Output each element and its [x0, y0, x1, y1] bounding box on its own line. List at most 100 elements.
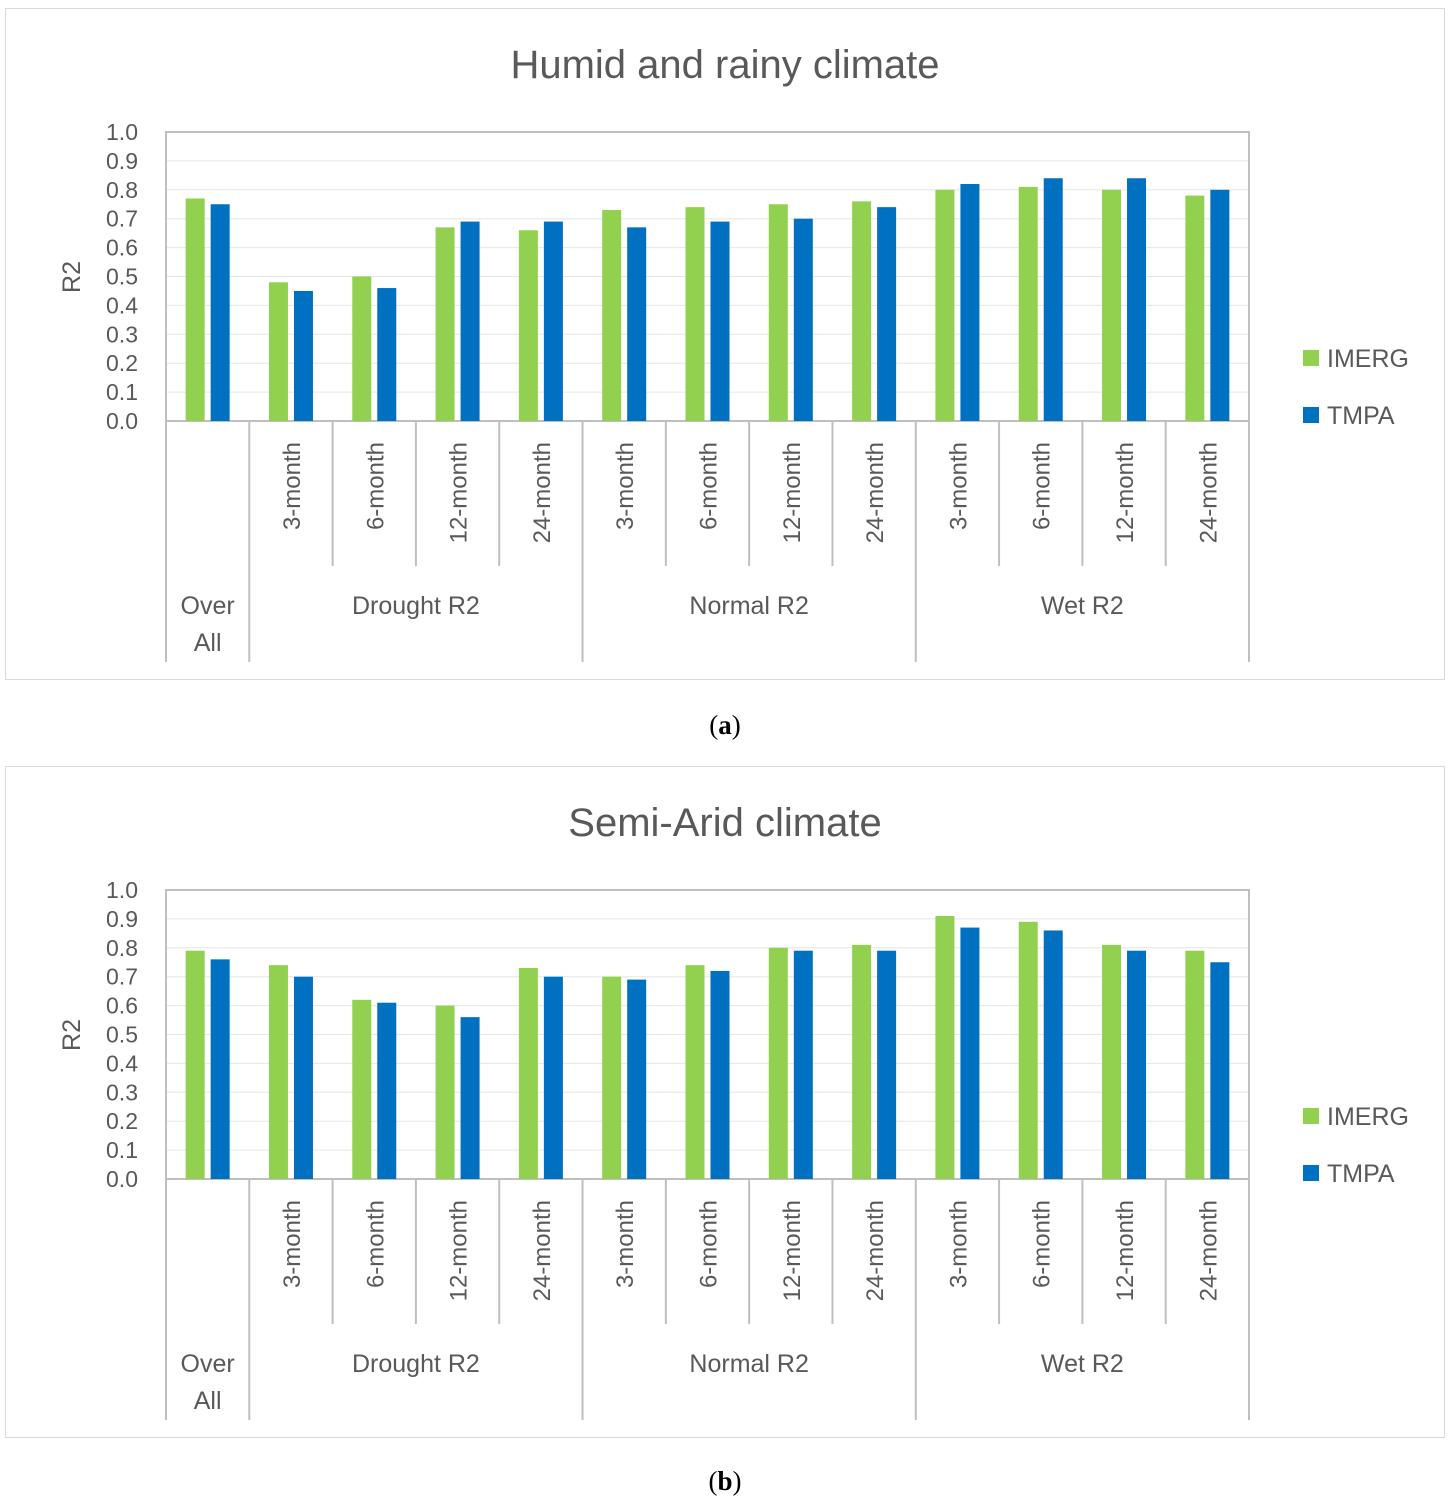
x-category-label: 6-month: [362, 442, 389, 530]
x-category-label: 12-month: [779, 1200, 806, 1301]
chart-semi-arid: Semi-Arid climate 0.0 0.1 0.2 0.3 0.40.5 0.6 0.…: [5, 766, 1445, 1438]
y-tick-label: 0.6: [106, 235, 138, 261]
legend-label-tmpa: TMPA: [1327, 402, 1395, 430]
bar-tmpa-1: [293, 290, 313, 421]
x-category-label: 12-month: [446, 1200, 473, 1301]
legend-swatch-tmpa: [1303, 1165, 1319, 1181]
y-axis-label: R2: [58, 1019, 86, 1051]
bar-tmpa-2: [377, 1002, 397, 1179]
bar-tmpa-7: [793, 218, 813, 421]
chart-humid-rainy: Humid and rainy climate0.00.10.20.30.40.…: [5, 8, 1445, 680]
bar-imerg-4: [518, 230, 538, 421]
x-category-label: 12-month: [1112, 442, 1139, 543]
x-category-label: 3-month: [612, 442, 639, 530]
bar-tmpa-3: [460, 1017, 480, 1179]
x-category-label: 12-month: [779, 442, 806, 543]
x-category-label: 3-month: [612, 1200, 639, 1288]
y-axis-label: R2: [58, 261, 86, 293]
y-tick-label: 1.0: [106, 877, 138, 903]
bar-tmpa-4: [543, 976, 563, 1179]
x-category-label: 6-month: [696, 1200, 723, 1288]
x-group-label: Over: [181, 592, 235, 620]
bar-tmpa-2: [377, 288, 397, 421]
bar-tmpa-8: [877, 950, 897, 1179]
legend-swatch-tmpa: [1303, 407, 1319, 423]
bar-imerg-0: [185, 198, 205, 421]
bar-tmpa-6: [710, 221, 730, 421]
y-tick-label: 0.1: [106, 379, 138, 405]
bar-imerg-9: [935, 189, 955, 421]
x-category-label: 24-month: [1195, 442, 1222, 543]
y-tick-label: 0.9: [106, 148, 138, 174]
bar-tmpa-12: [1210, 962, 1230, 1179]
caption-a: (a): [709, 710, 741, 740]
legend-label-imerg: IMERG: [1327, 345, 1409, 373]
x-category-label: 3-month: [945, 442, 972, 530]
bar-tmpa-0: [210, 204, 230, 421]
y-tick-label: 0.9: [106, 906, 138, 932]
x-category-label: 24-month: [862, 442, 889, 543]
y-tick-label: 0.4: [106, 292, 138, 318]
y-tick-label: 0.0: [106, 1166, 138, 1192]
y-tick-label: 0.0: [106, 408, 138, 434]
bar-tmpa-9: [960, 184, 980, 421]
bar-tmpa-10: [1043, 178, 1063, 421]
legend-label-tmpa: TMPA: [1327, 1160, 1395, 1188]
bar-tmpa-5: [627, 979, 647, 1179]
x-category-label: 6-month: [362, 1200, 389, 1288]
legend-label-imerg: IMERG: [1327, 1103, 1409, 1131]
bar-tmpa-3: [460, 221, 480, 421]
legend-swatch-imerg: [1303, 350, 1319, 366]
y-tick-label: 0.5: [106, 264, 138, 290]
chart-title: Semi-Arid climate: [568, 801, 881, 845]
bar-imerg-4: [518, 968, 538, 1179]
legend-swatch-imerg: [1303, 1108, 1319, 1124]
y-tick-label: 0.7: [106, 206, 138, 232]
y-tick-label: 0.2: [106, 1108, 138, 1134]
bar-imerg-2: [352, 999, 372, 1179]
y-tick-label: 0.4: [106, 1050, 138, 1076]
y-tick-label: 1.0: [106, 119, 138, 145]
y-tick-label: 0.3: [106, 321, 138, 347]
x-group-label: Drought R2: [352, 592, 480, 620]
x-category-label: 12-month: [1112, 1200, 1139, 1301]
x-category-label: 3-month: [945, 1200, 972, 1288]
bar-tmpa-11: [1127, 950, 1147, 1179]
x-group-label: Over: [181, 1350, 235, 1378]
x-category-label: 24-month: [529, 1200, 556, 1301]
x-category-label: 24-month: [529, 442, 556, 543]
bar-tmpa-1: [293, 976, 313, 1179]
bar-imerg-3: [435, 227, 455, 421]
bar-imerg-10: [1018, 921, 1038, 1179]
y-tick-label: 0.1: [106, 1137, 138, 1163]
x-group-label: Normal R2: [689, 592, 808, 620]
plot-area-border: [165, 131, 1250, 422]
bar-tmpa-8: [877, 207, 897, 421]
bar-imerg-3: [435, 1005, 455, 1179]
x-category-label: 6-month: [696, 442, 723, 530]
bar-imerg-5: [602, 976, 622, 1179]
x-group-label: Drought R2: [352, 1350, 480, 1378]
plot-area-border: [165, 889, 1250, 1180]
bar-tmpa-10: [1043, 930, 1063, 1179]
y-tick-label: 0.5: [106, 1022, 138, 1048]
bar-imerg-11: [1102, 189, 1122, 421]
bar-imerg-8: [852, 944, 872, 1179]
y-tick-label: 0.2: [106, 350, 138, 376]
x-category-label: 3-month: [279, 1200, 306, 1288]
caption-b: (b): [708, 1466, 742, 1496]
y-tick-label: 0.8: [106, 177, 138, 203]
bar-imerg-1: [268, 282, 288, 421]
y-tick-label: 0.6: [106, 993, 138, 1019]
bar-imerg-10: [1018, 186, 1038, 421]
x-category-label: 24-month: [1195, 1200, 1222, 1301]
bar-imerg-2: [352, 276, 372, 421]
bar-imerg-12: [1185, 195, 1205, 421]
bar-imerg-6: [685, 207, 705, 421]
x-category-label: 6-month: [1029, 1200, 1056, 1288]
bar-imerg-7: [768, 947, 788, 1179]
bar-tmpa-5: [627, 227, 647, 421]
bar-tmpa-6: [710, 970, 730, 1179]
bar-tmpa-11: [1127, 178, 1147, 421]
x-group-label: Wet R2: [1041, 592, 1124, 620]
